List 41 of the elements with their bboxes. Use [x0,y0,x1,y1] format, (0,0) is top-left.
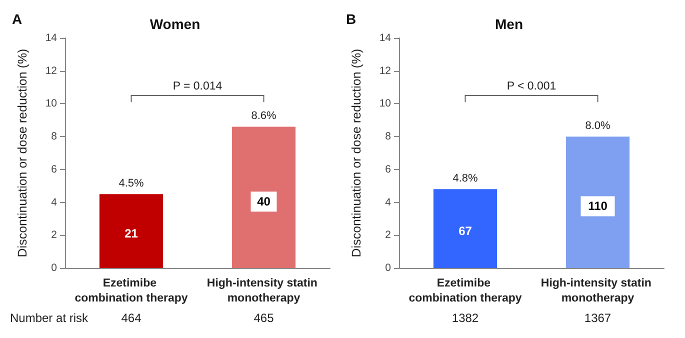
data-label: 8.0% [585,120,610,132]
text: 464 [121,311,142,325]
text: B [346,11,356,27]
x-tick-label: Ezetimibe combination therapy [408,278,522,304]
annotation: 40 [257,194,271,209]
y-tick-label: 2 [51,229,58,242]
annotation: P < 0.001 [506,80,556,92]
y-tick-label: 8 [51,130,58,143]
y-tick-label: 10 [379,98,392,110]
y-tick-label: 4 [51,196,58,208]
text: 1382 [452,311,479,325]
text: Number at risk [10,311,90,325]
y-tick-label: 14 [379,32,392,44]
x-tick-label: Ezetimibe combination therapy [74,278,188,304]
y-tick-label: 0 [51,262,58,274]
annotation: 67 [458,224,472,238]
y-tick-label: 6 [51,163,58,176]
data-label: 4.8% [452,172,478,185]
annotation: P = 0.014 [172,80,223,92]
y-tick-label: 2 [385,229,392,242]
chart-title: Women [150,16,200,32]
y-tick-label: 6 [385,163,392,176]
y-tick-label: 4 [385,196,392,208]
annotation: 110 [588,199,608,214]
y-tick-label: 10 [45,98,58,110]
y-axis-title: Discontinuation or dose reduction (%) [350,48,364,258]
x-tick-label: High-intensity statin monotherapy [540,278,655,304]
annotation: 21 [124,226,138,240]
chart-title: Men [495,16,523,32]
data-label: 8.6% [251,110,276,122]
x-tick-label: High-intensity statin monotherapy [206,278,321,304]
text: A [12,11,22,27]
y-axis-title: Discontinuation or dose reduction (%) [16,48,30,258]
y-tick-label: 0 [385,262,392,274]
y-tick-label: 14 [45,32,58,44]
text: 465 [254,311,274,325]
y-tick-label: 8 [385,130,392,143]
data-label: 4.5% [118,178,144,190]
y-tick-label: 12 [45,64,58,77]
y-tick-label: 12 [379,64,392,77]
text: 1367 [584,311,612,325]
